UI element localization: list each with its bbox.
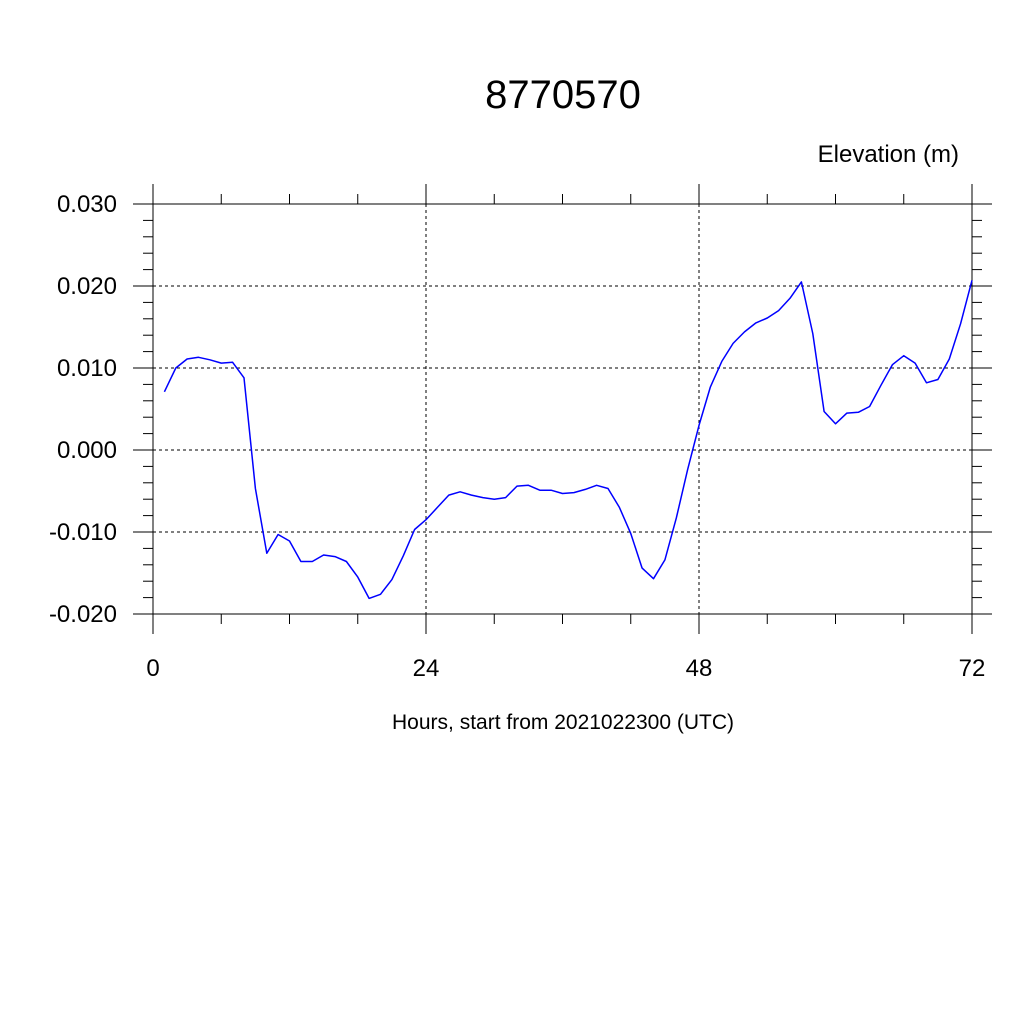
- y-tick-label: -0.010: [49, 519, 117, 546]
- x-tick-label: 24: [413, 655, 440, 682]
- x-tick-label: 48: [686, 655, 713, 682]
- x-axis-label: Hours, start from 2021022300 (UTC): [392, 711, 734, 734]
- elevation-series-line: [163, 280, 973, 600]
- y-tick-label: 0.030: [57, 191, 117, 218]
- plot-frame: [152, 203, 973, 615]
- y-axis-label: Elevation (m): [818, 141, 959, 168]
- series-layer: [163, 280, 973, 600]
- major-ticks: [133, 184, 992, 634]
- chart-title: 8770570: [485, 73, 641, 117]
- y-tick-label: -0.020: [49, 601, 117, 628]
- y-tick-labels: -0.020 -0.010 0.000 0.010 0.020 0.030: [49, 191, 117, 628]
- y-tick-label: 0.020: [57, 273, 117, 300]
- y-tick-label: 0.010: [57, 355, 117, 382]
- x-tick-label: 0: [146, 655, 159, 682]
- x-tick-label: 72: [959, 655, 986, 682]
- x-tick-labels: 0 24 48 72: [146, 655, 985, 682]
- y-tick-label: 0.000: [57, 437, 117, 464]
- minor-ticks: [143, 194, 982, 624]
